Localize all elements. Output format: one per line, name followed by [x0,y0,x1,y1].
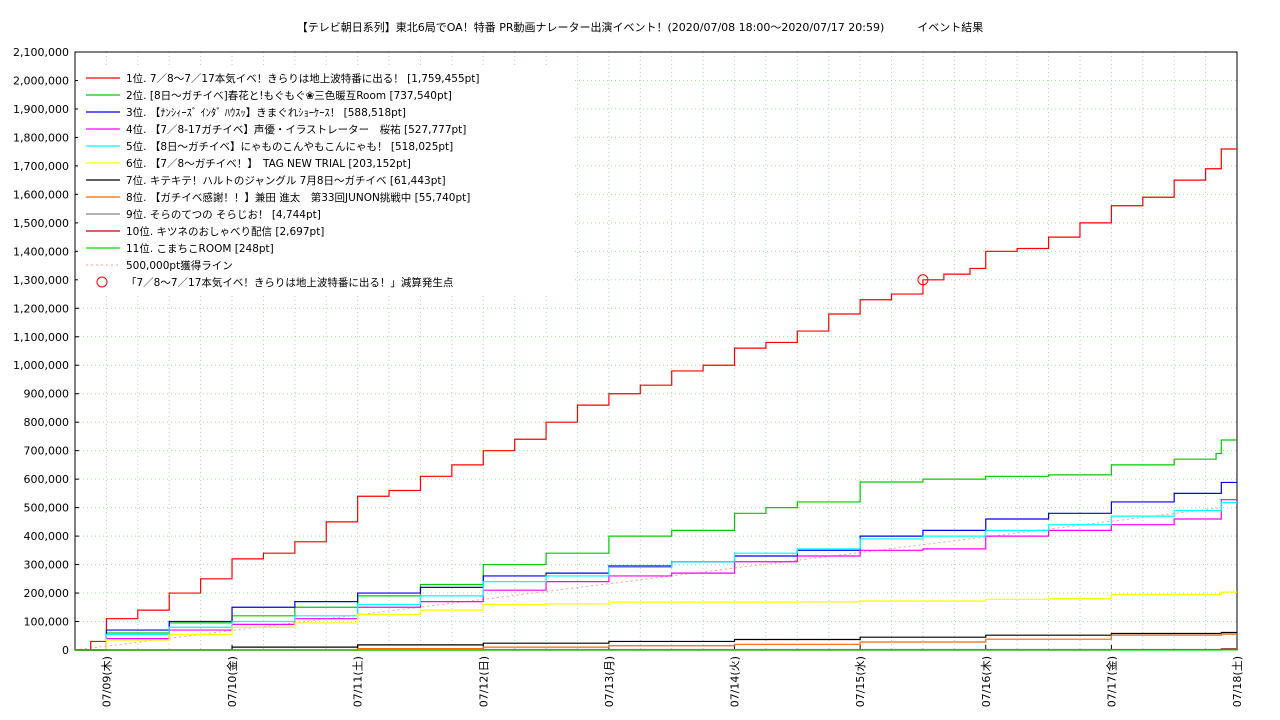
y-tick-label: 1,600,000 [13,188,69,201]
legend-label-3: 3位. 【ﾅﾝｼｨｰｽﾞ ｲﾝﾀﾞ ﾊｳｽｯ】きまぐれｼｮｰｹｰｽ！ [588,… [126,106,406,119]
x-tick-label: 07/09(木) [100,656,113,707]
legend-label-4: 4位. 【7／8-17ガチイベ】声優・イラストレーター 桜祐 [527,777p… [126,123,466,136]
x-tick-label: 07/18(土) [1231,656,1244,707]
y-tick-label: 400,000 [24,530,70,543]
legend-label-marker: 「7／8〜7／17本気イベ！きらりは地上波特番に出る！」減算発生点 [126,276,453,289]
y-tick-label: 1,500,000 [13,217,69,230]
y-tick-label: 1,000,000 [13,359,69,372]
y-tick-label: 900,000 [24,388,70,401]
y-tick-label: 0 [62,644,69,657]
y-tick-label: 1,400,000 [13,245,69,258]
deduction-marker [917,274,929,286]
x-tick-label: 07/12(日) [477,656,490,707]
x-tick-label: 07/11(土) [352,656,365,707]
y-tick-label: 1,100,000 [13,331,69,344]
legend-swatch-marker [96,276,108,288]
y-tick-label: 2,000,000 [13,74,69,87]
x-tick-label: 07/16(木) [980,656,993,707]
x-tick-label: 07/10(金) [225,656,239,707]
y-tick-label: 1,200,000 [13,302,69,315]
legend-label-2: 2位. [8日〜ガチイベ]春花と!もぐもぐ❀三色暖互Room [737,540p… [126,89,452,102]
series-line-7 [75,631,1237,651]
legend-label-11: 11位. こまちこROOM [248pt] [126,242,274,255]
y-tick-label: 600,000 [24,473,70,486]
y-tick-label: 300,000 [24,559,70,572]
legend-label-9: 9位. そらのてつの そらじお！ [4,744pt] [126,208,321,221]
y-tick-label: 2,100,000 [13,46,69,59]
y-tick-label: 200,000 [24,587,70,600]
y-tick-label: 800,000 [24,416,70,429]
legend-label-reference: 500,000pt獲得ライン [126,259,233,272]
y-tick-label: 1,900,000 [13,103,69,116]
series-line-8 [75,633,1237,651]
x-tick-label: 07/15(水) [854,656,867,707]
legend-label-8: 8位. 【ガチイベ感謝！！】兼田 進太 第33回JUNON挑戦中 [55,740… [126,191,470,204]
y-tick-label: 1,800,000 [13,131,69,144]
x-tick-label: 07/13(月) [603,656,616,707]
y-tick-label: 700,000 [24,445,70,458]
y-tick-label: 100,000 [24,616,70,629]
legend-box [78,66,575,294]
legend-label-5: 5位. 【8日〜ガチイベ】にゃものこんやもこんにゃも！ [518,025pt] [126,140,453,153]
x-tick-label: 07/14(火) [729,656,742,707]
series-line-2 [75,439,1237,651]
legend-label-10: 10位. キツネのおしゃべり配信 [2,697pt] [126,225,324,238]
legend: 1位. 7／8〜7／17本気イベ！きらりは地上波特番に出る！ [1,759,45… [78,66,575,294]
chart-title: 【テレビ朝日系列】東北6局でOA！特番 PR動画ナレーター出演イベント！(202… [296,21,984,34]
y-tick-label: 500,000 [24,502,70,515]
series-line-4 [75,499,1237,651]
series-line-1 [75,148,1237,651]
reference-line [74,507,1222,651]
legend-label-7: 7位. キテキテ！ハルトのジャングル 7月8日〜ガチイベ [61,443pt] [126,174,446,187]
x-tick-label: 07/17(金) [1104,656,1118,707]
y-tick-label: 1,300,000 [13,274,69,287]
legend-label-6: 6位. 【7／8〜ガチイベ！】 TAG NEW TRIAL [203,152pt… [126,157,411,170]
y-tick-label: 1,700,000 [13,160,69,173]
series-line-6 [75,591,1237,651]
series-line-5 [75,501,1237,651]
legend-label-1: 1位. 7／8〜7／17本気イベ！きらりは地上波特番に出る！ [1,759,45… [126,72,480,85]
